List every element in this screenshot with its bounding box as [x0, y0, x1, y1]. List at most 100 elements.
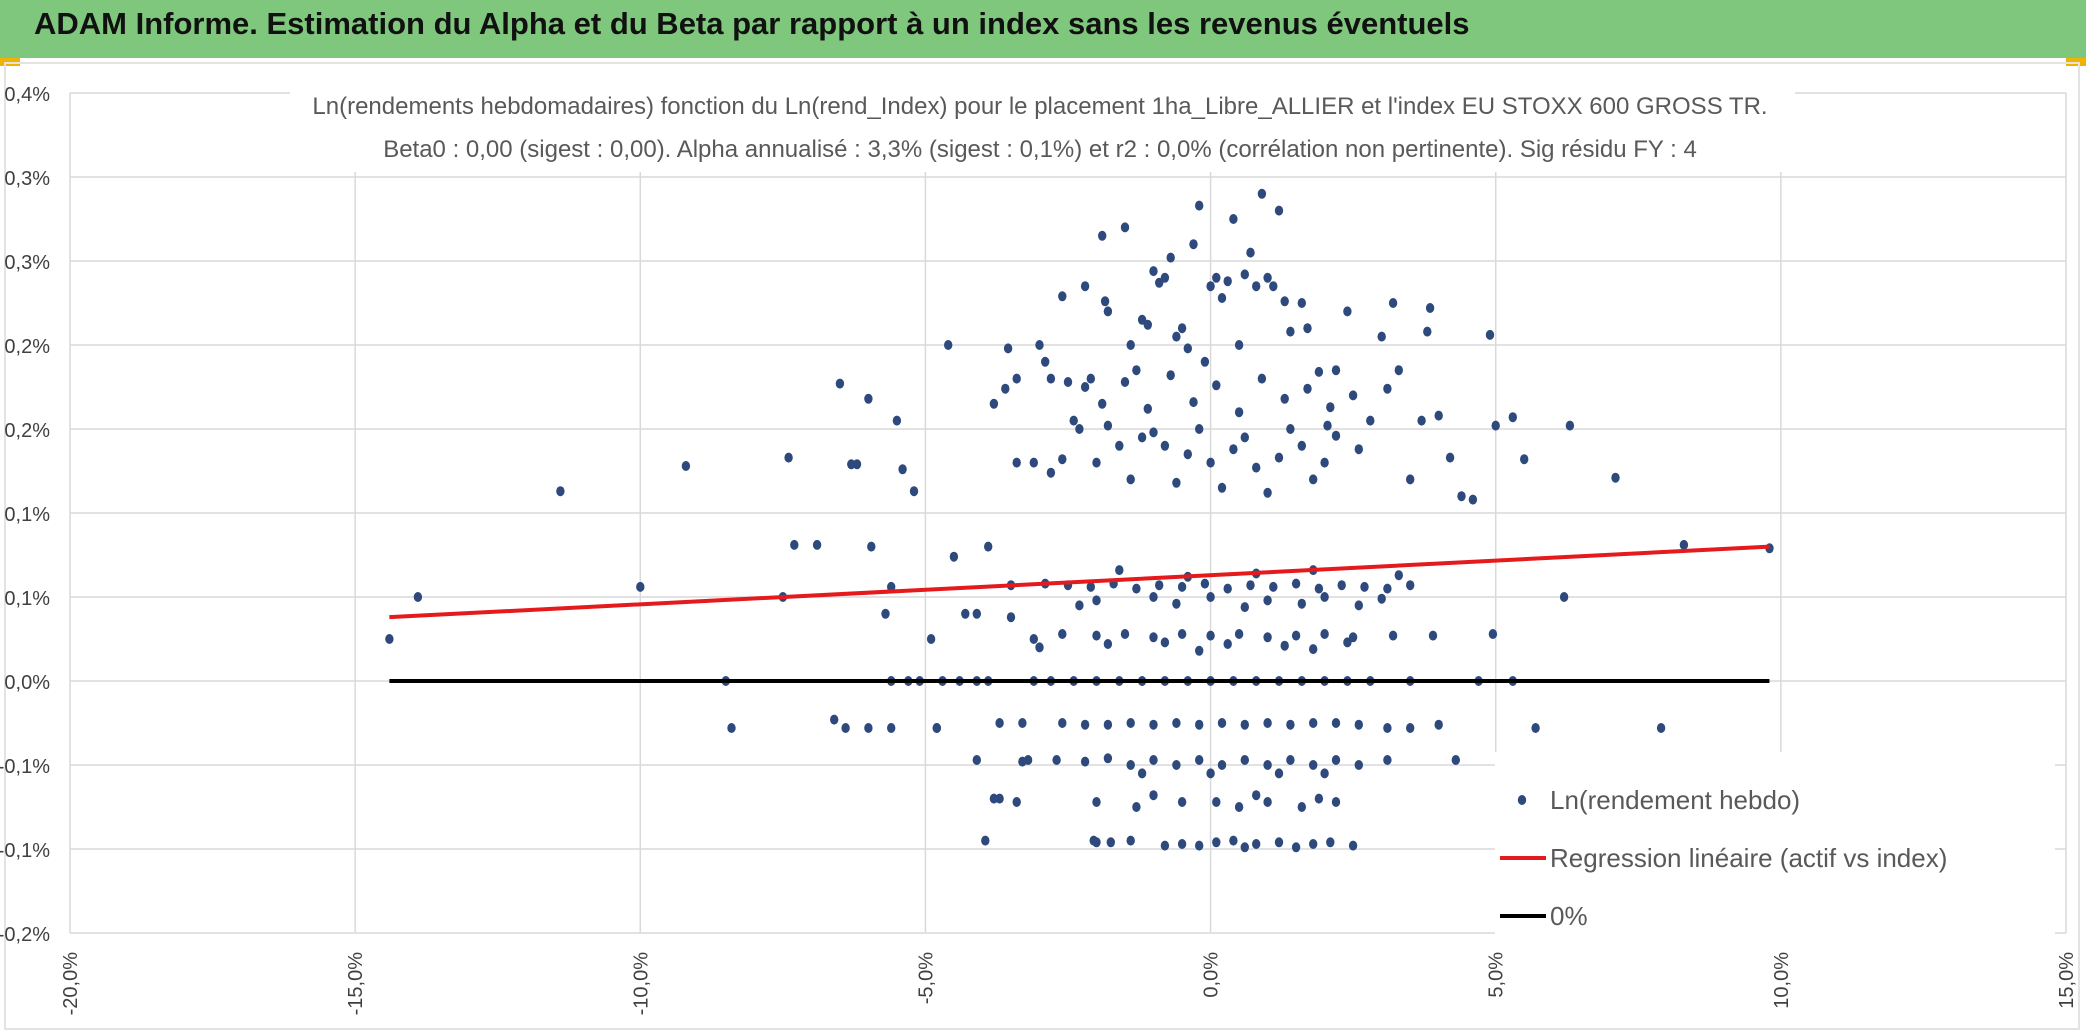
data-point: [1086, 373, 1096, 384]
data-point: [909, 486, 919, 497]
data-point: [1217, 293, 1227, 303]
data-point: [636, 581, 645, 592]
data-point: [1012, 373, 1021, 384]
data-point: [1423, 326, 1432, 337]
data-point: [1217, 760, 1227, 770]
data-point: [1354, 760, 1364, 770]
data-point: [1234, 407, 1244, 418]
data-point: [1029, 457, 1039, 468]
data-point: [1149, 719, 1158, 730]
data-point: [1286, 719, 1295, 730]
data-point: [1172, 718, 1181, 728]
data-point: [1003, 343, 1013, 354]
data-point: [1377, 593, 1386, 604]
data-point: [1252, 462, 1261, 473]
x-tick-label: 0,0%: [1201, 952, 1223, 998]
data-point: [1323, 420, 1332, 431]
data-point: [1126, 718, 1135, 728]
data-point: [1106, 837, 1116, 848]
data-point: [1314, 366, 1324, 377]
x-tick-label: -5,0%: [915, 952, 937, 1004]
data-point: [835, 378, 845, 389]
data-point: [1035, 340, 1044, 350]
data-point: [1103, 753, 1113, 764]
data-point: [1263, 797, 1272, 807]
data-point: [1508, 412, 1518, 423]
data-point: [1103, 719, 1113, 730]
data-point: [1263, 595, 1272, 606]
data-point: [1132, 583, 1141, 594]
report-title: ADAM Informe. Estimation du Alpha et du …: [34, 6, 1470, 41]
data-point: [1274, 452, 1284, 463]
data-point: [989, 398, 999, 409]
data-point: [1320, 457, 1329, 468]
data-point: [1160, 637, 1170, 648]
data-point: [1206, 768, 1215, 779]
data-point: [1383, 723, 1392, 733]
data-point: [727, 723, 736, 733]
data-point: [995, 718, 1004, 728]
data-point: [1240, 269, 1250, 280]
data-point: [1092, 630, 1101, 641]
data-point: [1485, 329, 1495, 340]
data-point: [1098, 398, 1107, 409]
x-tick-label: -10,0%: [630, 952, 652, 1016]
data-point: [1177, 323, 1187, 334]
data-point: [1246, 580, 1255, 591]
data-point: [1195, 755, 1204, 765]
data-point: [1343, 306, 1352, 317]
data-point: [944, 340, 953, 350]
data-point: [1195, 200, 1204, 211]
y-tick-label: 0,3%: [4, 168, 50, 190]
chart-title: Ln(rendements hebdomadaires) fonction du…: [312, 93, 1767, 120]
data-point: [1269, 281, 1278, 292]
data-point: [1488, 629, 1498, 639]
data-point: [1217, 482, 1227, 493]
data-point: [1195, 719, 1204, 730]
data-point: [1565, 420, 1575, 431]
data-point: [1320, 592, 1329, 602]
data-point: [1425, 303, 1435, 313]
data-point: [867, 541, 876, 552]
data-point: [1377, 331, 1386, 342]
data-point: [1263, 760, 1272, 770]
data-point: [1280, 296, 1289, 307]
data-point: [1092, 797, 1101, 807]
data-point: [1274, 768, 1284, 779]
data-point: [1223, 639, 1232, 649]
data-point: [1286, 424, 1295, 434]
data-point: [1149, 790, 1158, 801]
data-point: [1314, 793, 1324, 804]
data-point: [1229, 835, 1238, 846]
x-axis-ticks: -20,0% -15,0% -10,0% -5,0% 0,0% 5,0% 10,0% 15,0…: [60, 952, 2078, 1016]
title-background: [290, 82, 1795, 172]
y-tick-label: 0,3%: [4, 252, 50, 274]
data-point: [812, 539, 822, 550]
data-point: [1229, 444, 1238, 455]
data-point: [881, 608, 890, 619]
data-point: [1115, 565, 1124, 576]
y-tick-label: -0,2%: [0, 924, 50, 946]
data-point: [1046, 373, 1056, 384]
data-point: [1195, 424, 1204, 434]
data-point: [1240, 602, 1250, 613]
data-point: [1012, 457, 1021, 468]
data-point: [1200, 578, 1210, 589]
data-point: [892, 415, 902, 426]
data-point: [1223, 583, 1232, 594]
data-point: [1195, 840, 1204, 851]
data-point: [949, 551, 959, 562]
regression-line: [389, 544, 1770, 620]
data-point: [1160, 440, 1170, 451]
data-series: [385, 188, 1774, 853]
data-point: [1252, 839, 1261, 849]
data-point: [1103, 306, 1113, 317]
data-point: [1120, 222, 1130, 233]
data-point: [1080, 382, 1090, 392]
data-point: [1240, 719, 1250, 730]
data-point: [1240, 432, 1250, 443]
data-point: [1189, 239, 1198, 250]
x-tick-label: 10,0%: [1771, 952, 1793, 1009]
data-point: [1303, 323, 1312, 334]
data-point: [972, 608, 981, 619]
